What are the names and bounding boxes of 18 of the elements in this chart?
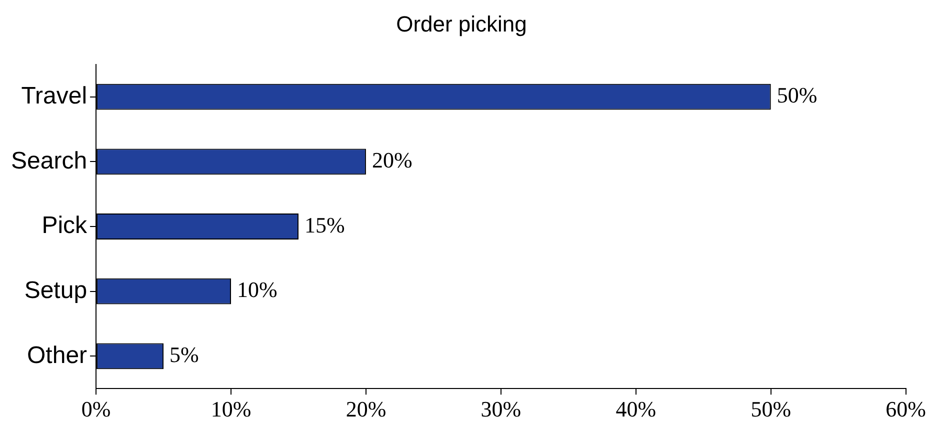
x-tick-label: 40% [616,396,656,422]
chart-title: Order picking [396,11,527,36]
x-tick-label: 0% [81,396,111,422]
x-tick-label: 20% [346,396,386,422]
data-label: 10% [237,277,278,302]
x-tick-label: 50% [750,396,792,422]
y-tick-label: Travel [21,82,88,110]
y-tick-label: Setup [24,276,88,304]
data-label: 20% [372,147,412,172]
y-tick-label: Pick [42,212,88,240]
data-label: 50% [776,82,818,108]
data-label: 5% [170,342,199,367]
data-label: 15% [304,212,345,238]
x-tick-label: 10% [210,396,252,422]
y-tick-label: Search [10,147,88,174]
x-tick-label: 60% [886,396,926,422]
y-tick-label: Other [27,342,88,369]
x-tick-label: 30% [480,396,522,422]
